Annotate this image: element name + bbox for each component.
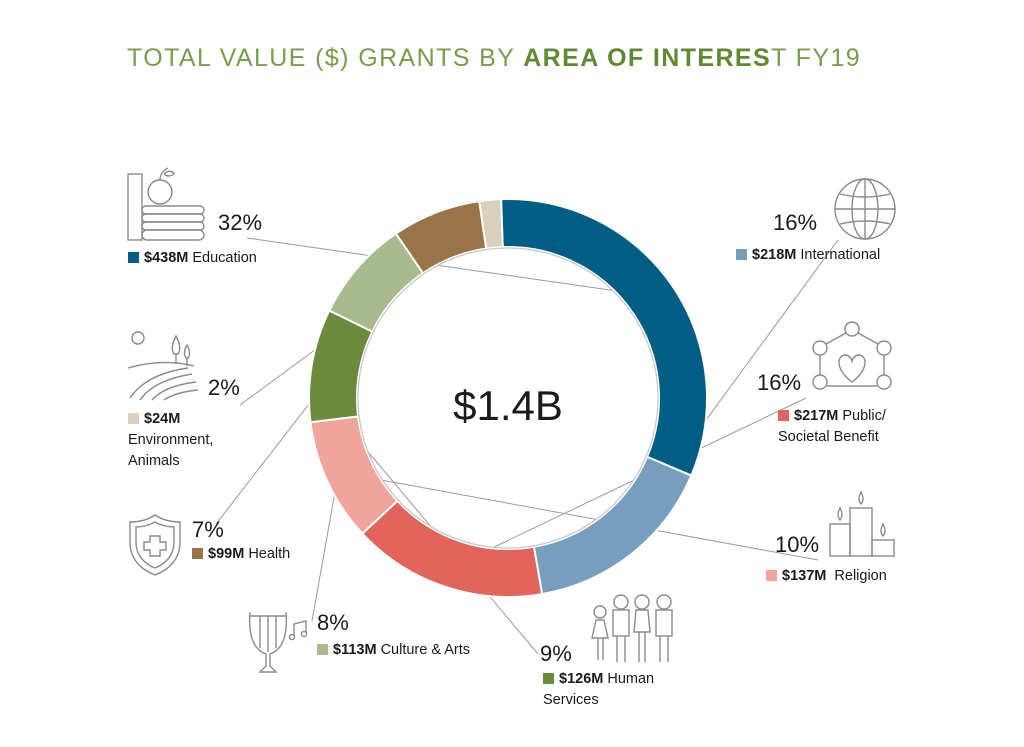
books-apple-icon [126, 162, 208, 244]
slice-education [500, 198, 708, 477]
swatch-education [128, 252, 139, 263]
legend-religion: $137M Religion [766, 566, 887, 587]
swatch-culture [317, 644, 328, 655]
chart-title: TOTAL VALUE ($) GRANTS BY AREA OF INTERE… [127, 44, 862, 72]
shield-cross-icon [126, 512, 184, 578]
pct-label-education: 32% [218, 210, 263, 235]
donut-slices [308, 198, 708, 598]
pct-label-public: 16% [757, 370, 802, 395]
swatch-religion [766, 570, 777, 581]
pct-label-environment: 2% [208, 375, 240, 400]
leader-line-religion [345, 473, 819, 561]
legend-public: $217M Public/Societal Benefit [778, 408, 886, 445]
pct-label-religion: 10% [775, 532, 820, 557]
swatch-international [736, 249, 747, 260]
heart-network-icon [806, 320, 898, 402]
center-total: $1.4B [453, 382, 563, 429]
swatch-environment [128, 413, 139, 424]
lyre-icon [244, 606, 310, 676]
slice-international [532, 455, 693, 596]
swatch-health [192, 548, 203, 559]
legend-health: $99M Health [192, 544, 290, 565]
globe-icon [832, 176, 898, 242]
pct-label-international: 16% [773, 210, 818, 235]
legend-culture: $113M Culture & Arts [317, 640, 470, 661]
slice-environment [478, 198, 504, 250]
pct-label-culture: 8% [317, 610, 349, 635]
center-ring [357, 247, 659, 549]
legend-education: $438M Education [128, 248, 257, 269]
legend-human: $126M Human Services [543, 671, 655, 708]
legend-international: $218M International [736, 245, 880, 266]
slice-public [360, 499, 544, 598]
swatch-public [778, 410, 789, 421]
field-trees-icon [126, 328, 202, 402]
family-icon [586, 590, 678, 664]
legend-environment: $24M Environment, Animals [128, 411, 214, 469]
leader-line-public [450, 397, 807, 569]
candles-icon [826, 490, 898, 558]
leader-line-education [246, 237, 656, 298]
pct-label-health: 7% [192, 517, 224, 542]
pct-label-human: 9% [540, 641, 572, 666]
swatch-human [543, 673, 554, 684]
